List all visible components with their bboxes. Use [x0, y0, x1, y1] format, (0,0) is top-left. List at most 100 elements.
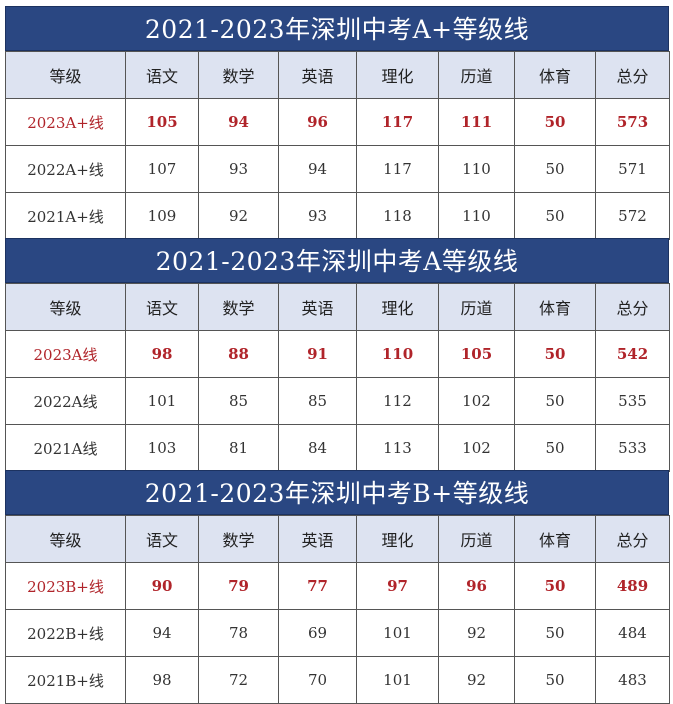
score-cell: 107: [125, 145, 199, 193]
score-cell: 85: [198, 377, 279, 425]
total-cell: 484: [595, 609, 670, 657]
header-cell-pe: 体育: [514, 51, 596, 99]
score-cell: 96: [438, 562, 515, 610]
score-cell: 50: [514, 377, 596, 425]
total-cell: 535: [595, 377, 670, 425]
score-cell: 98: [125, 330, 199, 378]
header-cell-english: 英语: [278, 51, 357, 99]
score-cell: 97: [356, 562, 439, 610]
header-cell-total: 总分: [595, 51, 670, 99]
score-cell: 113: [356, 424, 439, 472]
header-cell-english: 英语: [278, 283, 357, 331]
score-cell: 118: [356, 192, 439, 240]
score-cell: 93: [198, 145, 279, 193]
score-cell: 50: [514, 424, 596, 472]
score-cell: 79: [198, 562, 279, 610]
header-cell-grade: 等级: [5, 51, 126, 99]
header-cell-history-morality: 历道: [438, 515, 515, 563]
score-cell: 94: [278, 145, 357, 193]
table-row: 2021A+线 109 92 93 118 110 50 572: [5, 192, 670, 240]
score-cell: 105: [125, 98, 199, 146]
header-row: 等级 语文 数学 英语 理化 历道 体育 总分: [5, 51, 670, 99]
score-cell: 96: [278, 98, 357, 146]
total-cell: 489: [595, 562, 670, 610]
score-cell: 110: [438, 145, 515, 193]
row-label: 2022A线: [5, 377, 126, 425]
score-table: 等级 语文 数学 英语 理化 历道 体育 总分 2023A线 98 88 91 …: [5, 283, 670, 472]
score-cell: 50: [514, 562, 596, 610]
header-cell-chinese: 语文: [125, 283, 199, 331]
total-cell: 533: [595, 424, 670, 472]
score-cell: 94: [125, 609, 199, 657]
header-cell-total: 总分: [595, 515, 670, 563]
row-label: 2021A线: [5, 424, 126, 472]
row-label: 2023A+线: [5, 98, 126, 146]
table-row: 2023B+线 90 79 77 97 96 50 489: [5, 562, 670, 610]
score-cell: 117: [356, 98, 439, 146]
score-cell: 98: [125, 656, 199, 704]
score-cell: 92: [438, 609, 515, 657]
score-cell: 102: [438, 377, 515, 425]
total-cell: 571: [595, 145, 670, 193]
score-cell: 110: [356, 330, 439, 378]
header-cell-chinese: 语文: [125, 515, 199, 563]
header-cell-english: 英语: [278, 515, 357, 563]
score-cell: 111: [438, 98, 515, 146]
section-title: 2021-2023年深圳中考A等级线: [5, 238, 669, 283]
row-label: 2021A+线: [5, 192, 126, 240]
score-cell: 93: [278, 192, 357, 240]
score-cell: 90: [125, 562, 199, 610]
header-cell-history-morality: 历道: [438, 283, 515, 331]
header-cell-pe: 体育: [514, 283, 596, 331]
total-cell: 483: [595, 656, 670, 704]
score-cell: 50: [514, 98, 596, 146]
score-cell: 78: [198, 609, 279, 657]
table-row: 2021A线 103 81 84 113 102 50 533: [5, 424, 670, 472]
score-cell: 101: [356, 656, 439, 704]
table-row: 2022B+线 94 78 69 101 92 50 484: [5, 609, 670, 657]
header-cell-math: 数学: [198, 515, 279, 563]
score-cell: 77: [278, 562, 357, 610]
table-row: 2021B+线 98 72 70 101 92 50 483: [5, 656, 670, 704]
score-cell: 50: [514, 609, 596, 657]
score-cell: 101: [356, 609, 439, 657]
score-cell: 117: [356, 145, 439, 193]
header-row: 等级 语文 数学 英语 理化 历道 体育 总分: [5, 515, 670, 563]
header-cell-total: 总分: [595, 283, 670, 331]
header-cell-math: 数学: [198, 51, 279, 99]
score-cell: 103: [125, 424, 199, 472]
score-cell: 81: [198, 424, 279, 472]
score-cell: 102: [438, 424, 515, 472]
header-row: 等级 语文 数学 英语 理化 历道 体育 总分: [5, 283, 670, 331]
score-cell: 92: [438, 656, 515, 704]
score-cell: 69: [278, 609, 357, 657]
score-cell: 72: [198, 656, 279, 704]
score-cell: 50: [514, 330, 596, 378]
score-cell: 70: [278, 656, 357, 704]
score-cell: 109: [125, 192, 199, 240]
total-cell: 542: [595, 330, 670, 378]
row-label: 2023A线: [5, 330, 126, 378]
header-cell-history-morality: 历道: [438, 51, 515, 99]
score-cell: 101: [125, 377, 199, 425]
score-cell: 92: [198, 192, 279, 240]
section-a-plus: 2021-2023年深圳中考A+等级线 等级 语文 数学 英语 理化 历道 体育…: [5, 6, 670, 240]
table-row: 2022A线 101 85 85 112 102 50 535: [5, 377, 670, 425]
header-cell-physics-chemistry: 理化: [356, 283, 439, 331]
row-label: 2022B+线: [5, 609, 126, 657]
score-cell: 105: [438, 330, 515, 378]
table-row: 2023A线 98 88 91 110 105 50 542: [5, 330, 670, 378]
section-title: 2021-2023年深圳中考B+等级线: [5, 470, 669, 515]
score-cell: 88: [198, 330, 279, 378]
row-label: 2021B+线: [5, 656, 126, 704]
score-cell: 91: [278, 330, 357, 378]
section-title: 2021-2023年深圳中考A+等级线: [5, 6, 669, 51]
row-label: 2022A+线: [5, 145, 126, 193]
header-cell-math: 数学: [198, 283, 279, 331]
table-row: 2022A+线 107 93 94 117 110 50 571: [5, 145, 670, 193]
total-cell: 573: [595, 98, 670, 146]
header-cell-chinese: 语文: [125, 51, 199, 99]
score-cell: 50: [514, 145, 596, 193]
section-b-plus: 2021-2023年深圳中考B+等级线 等级 语文 数学 英语 理化 历道 体育…: [5, 470, 670, 704]
